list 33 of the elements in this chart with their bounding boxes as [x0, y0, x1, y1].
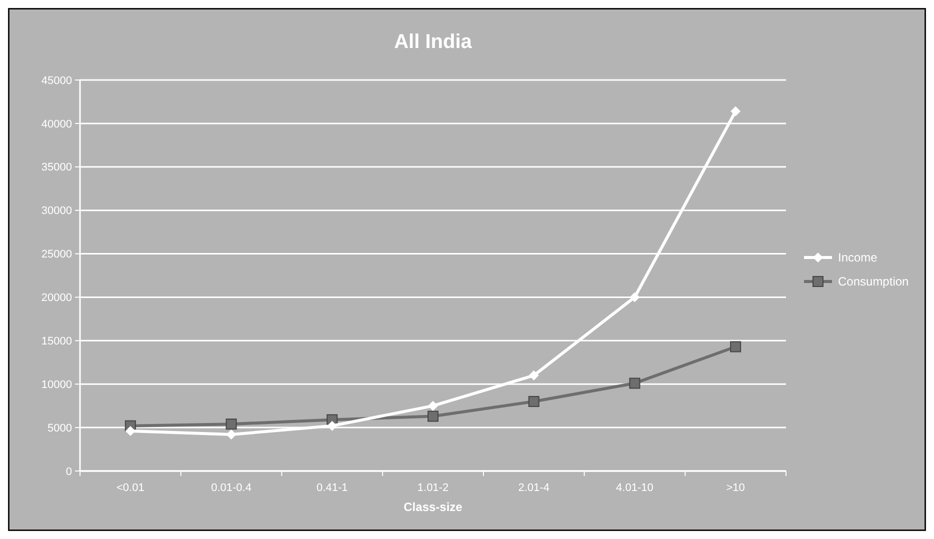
point	[528, 396, 540, 407]
legend-label: Consumption	[838, 274, 909, 289]
x-tick-label: 0.41-1	[316, 482, 348, 494]
x-tick-label: <0.01	[116, 482, 144, 494]
y-tick-label: 10000	[41, 378, 72, 391]
point	[730, 341, 742, 352]
point	[125, 426, 136, 436]
y-tick-label: 25000	[41, 248, 72, 261]
x-tick-label: 0.01-0.4	[211, 482, 252, 494]
point	[226, 430, 236, 440]
y-tick-label: 35000	[41, 162, 72, 174]
y-tick-label: 30000	[41, 205, 72, 218]
point	[226, 418, 237, 430]
x-axis-title: Class-size	[404, 500, 463, 514]
x-tick-label: 2.01-4	[518, 482, 550, 494]
x-tick-label: >10	[726, 482, 745, 494]
x-tick-label: 1.01-2	[417, 482, 449, 494]
point	[629, 378, 640, 389]
y-tick-label: 15000	[41, 336, 72, 348]
y-tick-label: 20000	[41, 292, 72, 304]
y-tick-label: 45000	[41, 74, 72, 87]
y-tick-label: 0	[66, 466, 72, 478]
point	[428, 410, 438, 422]
chart-title: All India	[394, 31, 473, 53]
legend-label: Income	[838, 250, 878, 265]
point	[327, 420, 338, 431]
point	[730, 106, 741, 116]
y-tick-label: 5000	[48, 422, 72, 434]
y-tick-label: 40000	[41, 118, 72, 130]
point	[630, 292, 640, 302]
x-tick-label: 4.01-10	[616, 482, 654, 494]
point	[428, 400, 438, 411]
point	[528, 370, 539, 380]
